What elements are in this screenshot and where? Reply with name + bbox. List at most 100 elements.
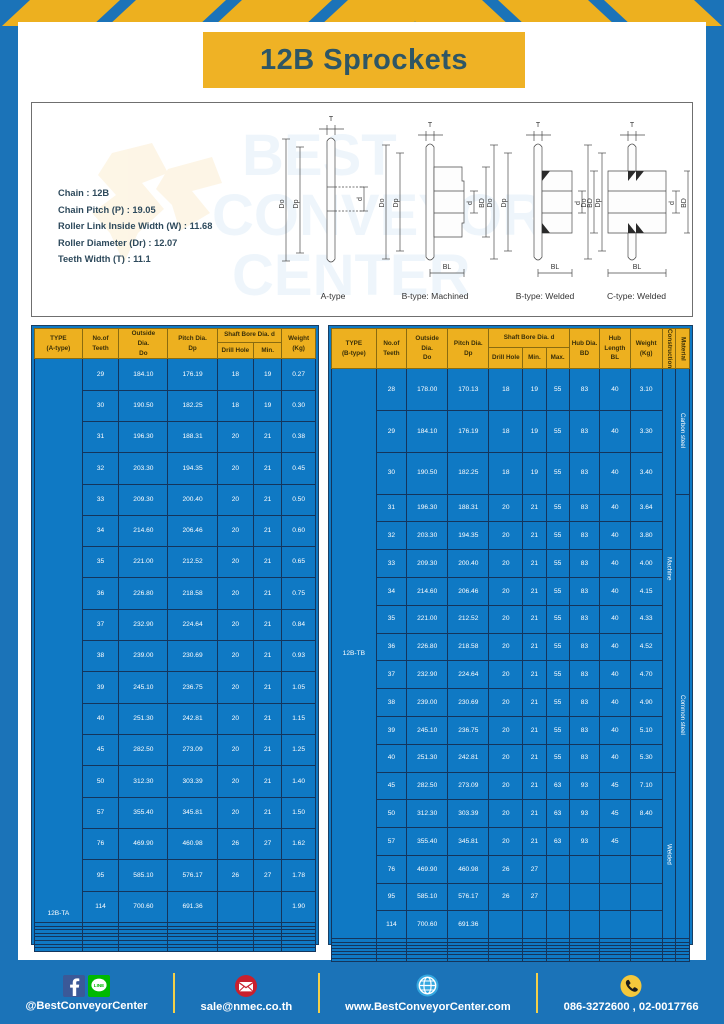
cell-empty bbox=[599, 954, 631, 959]
svg-text:d: d bbox=[357, 197, 364, 201]
cell-bl: 40 bbox=[599, 660, 631, 690]
table-row: 33 209.30 200.40 20 21 55 83 40 4.00 bbox=[332, 549, 690, 578]
table-a-body: 12B-TA 29 184.10 176.19 18 19 0.27 30 190.50 182.… bbox=[34, 358, 316, 953]
footer-email[interactable]: sale@nmec.co.th bbox=[175, 974, 318, 1013]
cell-do: 312.30 bbox=[406, 799, 449, 829]
footer-phone[interactable]: 086-3272600 , 02-0017766 bbox=[538, 974, 724, 1013]
table-row bbox=[331, 957, 690, 963]
svg-text:Dp: Dp bbox=[595, 198, 602, 207]
cell-drill: 20 bbox=[216, 640, 255, 673]
cell-min: 21 bbox=[522, 715, 547, 745]
footer-website-label: www.BestConveyorCenter.com bbox=[345, 1001, 511, 1013]
th-min: Min. bbox=[522, 346, 547, 370]
cell-bd bbox=[568, 910, 601, 940]
cell-max: 55 bbox=[545, 660, 570, 690]
spec-list: Chain : 12B Chain Pitch (P) : 19.05 Roll… bbox=[58, 185, 212, 268]
svg-text:Do: Do bbox=[279, 199, 286, 208]
cell-empty bbox=[568, 954, 601, 959]
cell-min: 21 bbox=[253, 702, 283, 736]
cell-teeth: 35 bbox=[375, 604, 408, 634]
cell-drill bbox=[216, 890, 255, 923]
line-icon[interactable]: LINE bbox=[88, 974, 111, 997]
cell-kg: 3.30 bbox=[629, 409, 663, 453]
footer-social[interactable]: LINE @BestConveyorCenter bbox=[0, 974, 173, 1012]
cell-drill: 20 bbox=[488, 493, 524, 523]
cell-empty bbox=[375, 957, 408, 963]
table-row: 36 226.80 218.58 20 21 55 83 40 4.52 bbox=[332, 632, 690, 662]
cell-teeth: 29 bbox=[81, 358, 120, 391]
footer-website[interactable]: www.BestConveyorCenter.com bbox=[320, 973, 536, 1013]
cell-kg: 0.84 bbox=[281, 608, 316, 642]
cell-kg: 1.90 bbox=[281, 890, 316, 923]
table-row: 76 469.90 460.98 26 27 1.62 bbox=[35, 827, 316, 861]
cell-max: 55 bbox=[545, 451, 570, 495]
cell-max: 55 bbox=[545, 409, 570, 453]
email-icon[interactable] bbox=[234, 974, 258, 998]
th-type: TYPE (B-type) bbox=[331, 327, 377, 370]
cell-teeth: 38 bbox=[81, 640, 120, 673]
cell-empty bbox=[568, 957, 601, 963]
facebook-icon[interactable] bbox=[63, 974, 86, 997]
cell-teeth: 31 bbox=[375, 493, 408, 523]
cell-kg: 1.50 bbox=[281, 796, 316, 829]
svg-text:Dp: Dp bbox=[393, 198, 400, 207]
cell-drill: 20 bbox=[216, 452, 255, 485]
cell-do: 184.10 bbox=[406, 409, 449, 453]
cell-drill: 20 bbox=[488, 827, 524, 856]
cell-drill: 26 bbox=[216, 859, 255, 892]
phone-icon[interactable] bbox=[619, 974, 643, 998]
cell-min: 19 bbox=[253, 389, 283, 422]
cell-teeth: 34 bbox=[81, 514, 120, 548]
cell-dp: 230.69 bbox=[447, 688, 490, 717]
cell-kg: 8.40 bbox=[629, 799, 663, 829]
globe-icon[interactable] bbox=[415, 973, 440, 998]
cell-min: 21 bbox=[253, 452, 283, 485]
cell-bl: 40 bbox=[599, 715, 631, 745]
cell-bd: 83 bbox=[568, 604, 601, 634]
cell-dp: 182.25 bbox=[447, 451, 490, 495]
cell-do: 232.90 bbox=[118, 608, 169, 642]
cell-max: 55 bbox=[545, 549, 570, 578]
table-row bbox=[34, 943, 316, 949]
svg-text:BD: BD bbox=[479, 198, 486, 208]
cell-drill: 18 bbox=[488, 451, 524, 495]
cell-dp: 273.09 bbox=[167, 733, 218, 767]
cell-min bbox=[522, 910, 547, 940]
table-row bbox=[34, 932, 316, 938]
th-hub-dia: Hub Dia. BD bbox=[568, 327, 601, 370]
cell-teeth: 36 bbox=[375, 632, 408, 662]
table-row bbox=[331, 944, 690, 950]
cell-dp: 236.75 bbox=[447, 715, 490, 745]
cell-bd: 93 bbox=[568, 771, 601, 801]
cell-min: 21 bbox=[253, 796, 283, 829]
cell-drill: 18 bbox=[216, 358, 255, 391]
cell-empty bbox=[675, 954, 690, 959]
cell-min: 21 bbox=[253, 420, 283, 454]
table-row: 39 245.10 236.75 20 21 55 83 40 5.10 bbox=[332, 715, 690, 745]
svg-text:d: d bbox=[575, 201, 582, 205]
cell-drill: 20 bbox=[216, 483, 255, 516]
cell-bd: 83 bbox=[568, 451, 601, 495]
cell-min: 27 bbox=[253, 827, 283, 861]
cell-teeth: 33 bbox=[375, 549, 408, 578]
cell-max bbox=[545, 854, 570, 884]
cell-do: 226.80 bbox=[118, 577, 169, 610]
cell-max: 55 bbox=[545, 743, 570, 773]
spec-line-teeth: Teeth Width (T) : 11.1 bbox=[58, 254, 151, 264]
cell-teeth: 32 bbox=[375, 521, 408, 551]
table-row bbox=[331, 954, 690, 959]
cell-teeth: 28 bbox=[375, 368, 408, 411]
svg-text:d: d bbox=[467, 201, 474, 205]
table-row: 57 355.40 345.81 20 21 63 93 45 bbox=[332, 827, 690, 856]
cell-drill: 26 bbox=[488, 882, 524, 912]
cell-bl: 40 bbox=[599, 549, 631, 578]
spec-diagram-panel: BEST CONVEYOR CENTER Chain : 12B Chain P… bbox=[31, 102, 693, 317]
cell-kg: 1.62 bbox=[281, 827, 316, 861]
cell-teeth: 33 bbox=[81, 483, 120, 516]
cell-drill: 20 bbox=[216, 420, 255, 454]
cell-teeth: 76 bbox=[375, 854, 408, 884]
cell-drill: 20 bbox=[216, 702, 255, 736]
diagram-caption-b-welded: B-type: Welded bbox=[515, 291, 575, 301]
table-row: 31 196.30 188.31 20 21 0.38 bbox=[35, 420, 316, 454]
